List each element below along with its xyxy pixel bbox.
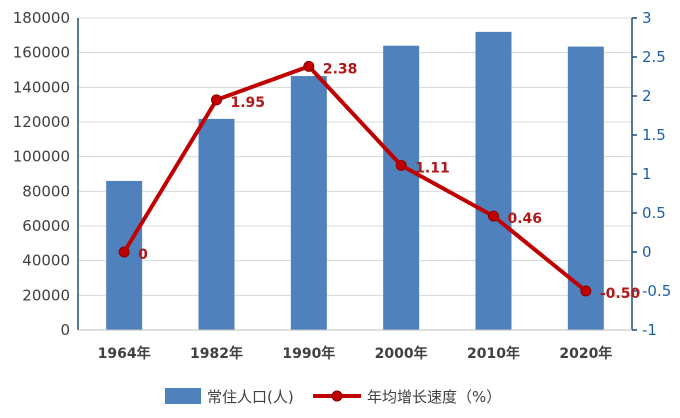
bar-series xyxy=(106,31,604,330)
left-axis-tick-label: 80000 xyxy=(22,182,70,200)
growth-rate-point xyxy=(488,210,499,222)
right-axis-tick-label: 3 xyxy=(642,9,652,27)
left-axis-tick-label: 140000 xyxy=(13,78,70,96)
x-axis-tick-label: 2010年 xyxy=(467,345,520,362)
legend-line-label: 年均增长速度（%） xyxy=(367,388,501,406)
legend-line-marker xyxy=(331,390,343,402)
right-axis-tick-label: -0.5 xyxy=(642,282,671,300)
growth-rate-data-label: -0.50 xyxy=(600,286,641,302)
population-bar xyxy=(475,31,512,330)
line-series xyxy=(118,60,592,297)
growth-rate-point xyxy=(395,159,407,171)
x-axis-tick-label: 1982年 xyxy=(190,345,243,362)
left-axis-tick-label: 180000 xyxy=(13,9,70,27)
left-axis-tick-label: 100000 xyxy=(13,148,70,166)
right-axis-tick-label: 2.5 xyxy=(642,48,666,66)
left-axis-tick-label: 20000 xyxy=(22,286,70,304)
population-bar xyxy=(383,45,420,330)
legend-bar-swatch xyxy=(165,388,201,404)
growth-rate-data-label: 2.38 xyxy=(323,61,358,77)
data-labels: 0 1.95 2.38 1.11 0.46 -0.50 xyxy=(138,61,640,302)
growth-rate-data-label: 0 xyxy=(138,247,148,263)
x-axis-tick-label: 1964年 xyxy=(98,345,151,362)
legend: 常住人口(人) 年均增长速度（%） xyxy=(165,388,501,406)
growth-rate-point xyxy=(118,246,130,258)
right-axis-tick-label: 1 xyxy=(642,165,652,183)
axes: 0 20000 40000 60000 80000 100000 120000 140000 1… xyxy=(13,9,672,362)
legend-bar-label: 常住人口(人) xyxy=(207,388,294,406)
growth-rate-data-label: 0.46 xyxy=(508,211,543,227)
left-axis-tick-label: 160000 xyxy=(13,44,70,62)
right-axis-tick-label: 2 xyxy=(642,87,652,105)
right-axis-tick-label: 0 xyxy=(642,243,652,261)
x-axis-tick-label: 2020年 xyxy=(559,345,612,362)
left-axis-tick-label: 0 xyxy=(60,321,70,339)
growth-rate-line xyxy=(122,64,588,293)
right-axis-tick-label: 0.5 xyxy=(642,204,666,222)
left-axis-tick-label: 60000 xyxy=(22,217,70,235)
left-axis-tick-label: 120000 xyxy=(13,113,70,131)
growth-rate-point xyxy=(211,94,222,106)
growth-rate-data-label: 1.95 xyxy=(231,95,266,111)
left-axis-tick-label: 40000 xyxy=(22,252,70,270)
x-axis-tick-label: 1990年 xyxy=(282,345,335,362)
gridlines xyxy=(78,17,632,296)
growth-rate-point xyxy=(303,60,315,72)
population-bar xyxy=(290,76,327,330)
growth-rate-point xyxy=(580,285,592,297)
right-axis-tick-label: -1 xyxy=(642,321,657,339)
population-bar xyxy=(198,118,235,330)
x-axis-tick-label: 2000年 xyxy=(375,345,428,362)
growth-rate-data-label: 1.11 xyxy=(415,160,450,176)
right-axis-tick-label: 1.5 xyxy=(642,126,666,144)
